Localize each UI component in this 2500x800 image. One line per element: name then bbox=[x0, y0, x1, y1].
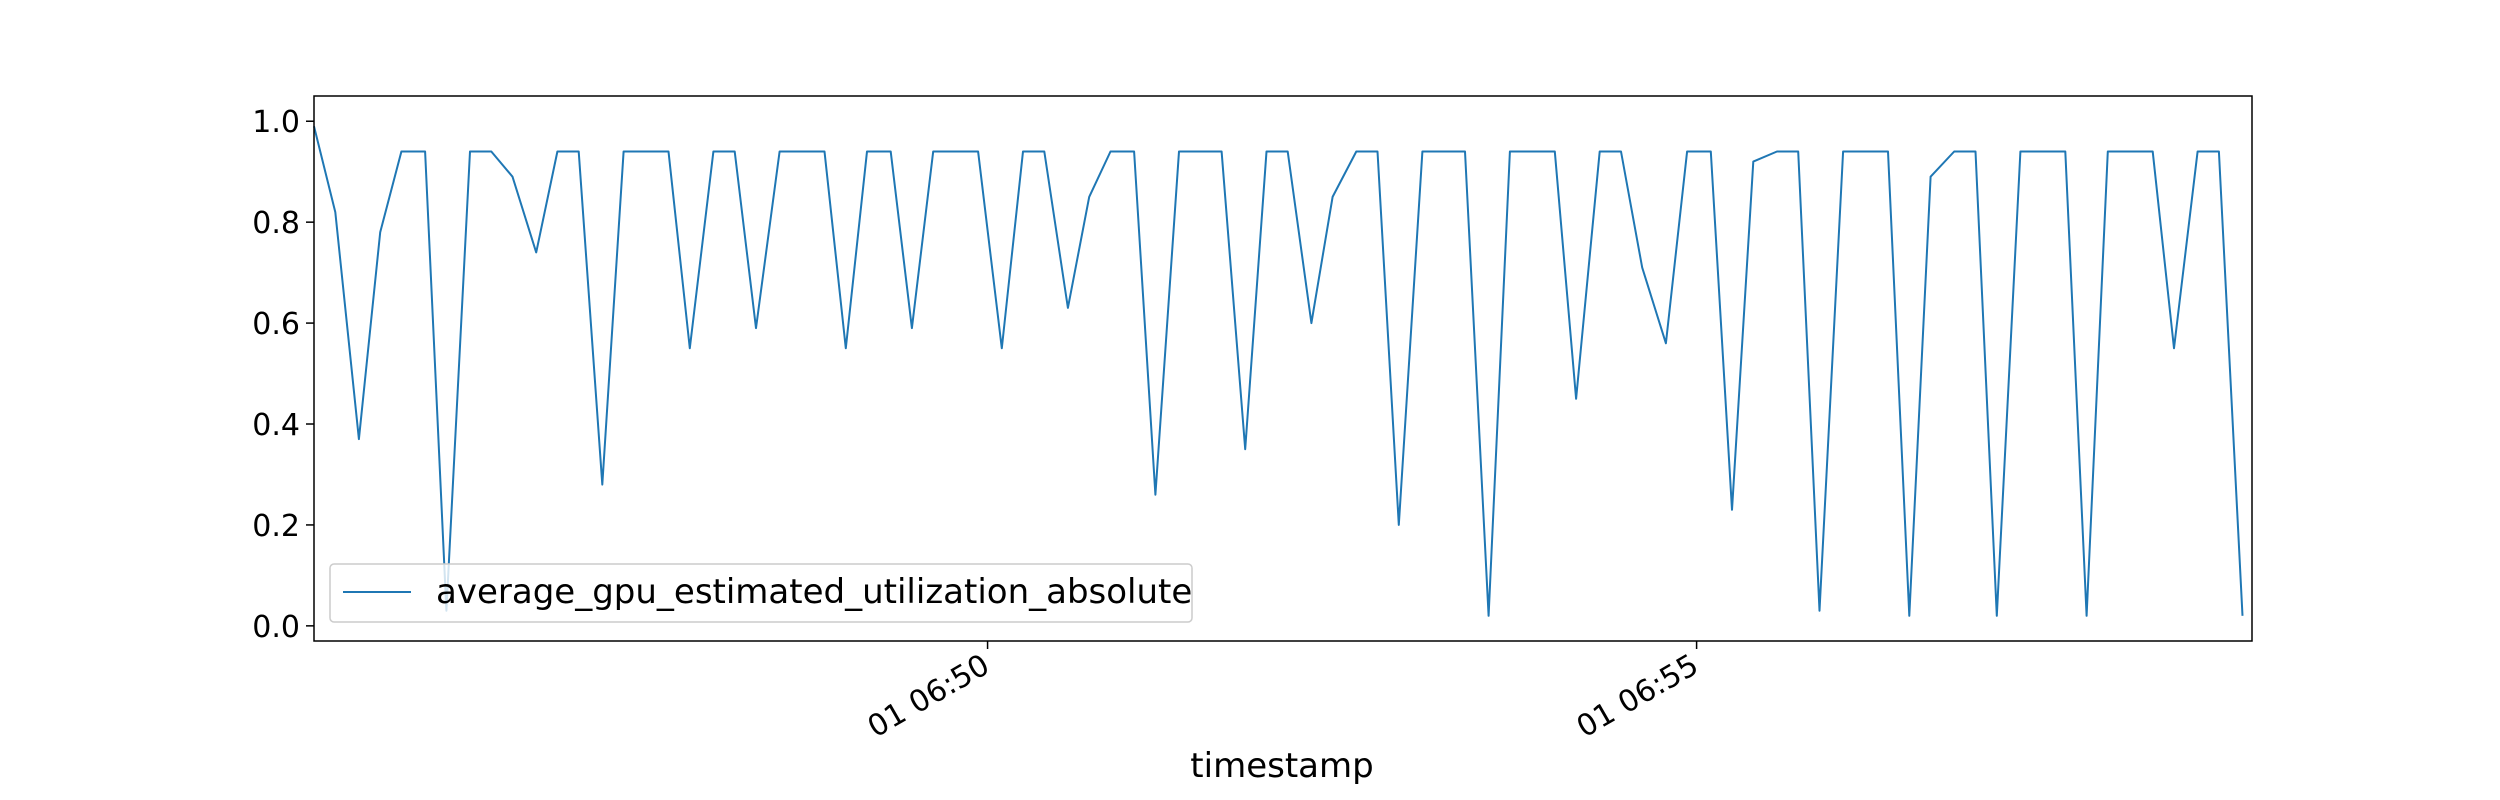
legend: average_gpu_estimated_utilization_absolu… bbox=[329, 563, 1193, 623]
y-tick-label: 1.0 bbox=[252, 105, 300, 140]
y-axis: 0.0 0.2 0.4 0.6 0.8 1.0 bbox=[252, 105, 314, 645]
legend-label: average_gpu_estimated_utilization_absolu… bbox=[436, 572, 1192, 612]
plot-area bbox=[313, 95, 2253, 642]
plot-frame bbox=[313, 95, 2253, 642]
y-tick-label: 0.6 bbox=[252, 307, 300, 342]
series-line bbox=[313, 126, 2244, 617]
y-tick-label: 0.4 bbox=[252, 408, 300, 443]
y-tick-label: 0.0 bbox=[252, 610, 300, 645]
x-axis-title: timestamp bbox=[1190, 746, 1373, 786]
y-tick-label: 0.8 bbox=[252, 206, 300, 241]
legend-box bbox=[329, 563, 1193, 623]
y-tick-label: 0.2 bbox=[252, 509, 300, 544]
